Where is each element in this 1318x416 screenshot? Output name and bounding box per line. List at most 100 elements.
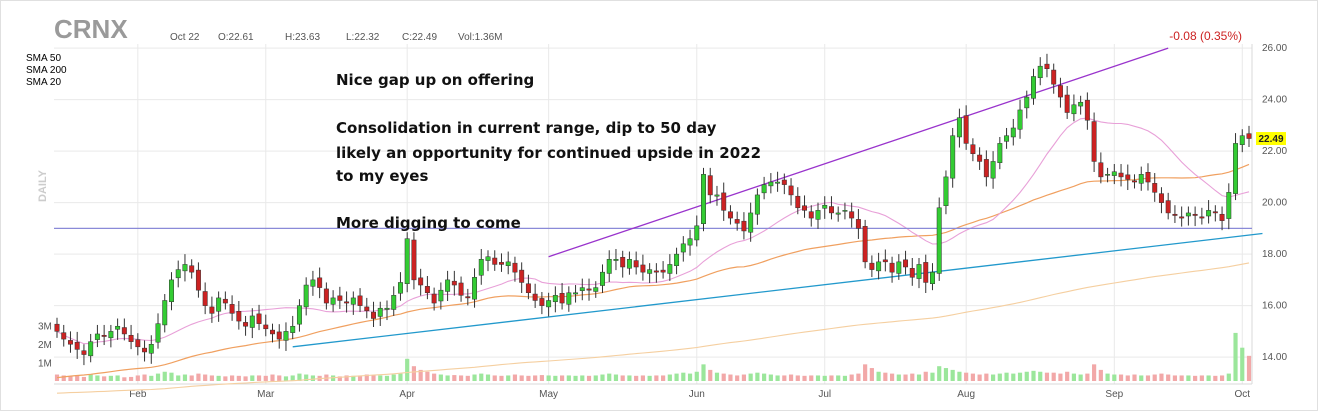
volume-bar [364,374,369,381]
volume-bar [304,374,309,381]
volume-bar [553,375,558,381]
annotation-line-1: Nice gap up on offering [336,71,534,89]
volume-bar [957,371,962,381]
candle-down [1044,63,1050,69]
candle-up [1111,171,1117,176]
volume-bar [95,375,100,381]
candle-down [862,226,868,263]
candle-down [788,185,794,196]
candle-down [364,306,370,312]
candle-up [175,269,181,279]
volume-bar [182,374,188,381]
candle-down [424,286,430,294]
candle-up [1078,101,1084,107]
candle-up [754,194,760,215]
header-date: Oct 22 [170,32,200,43]
volume-bar [472,374,477,381]
y-tick-label: 20.00 [1262,198,1287,209]
volume-bar [1145,375,1151,381]
volume-bar [411,366,417,381]
volume-bar [977,374,982,381]
candle-up [115,325,121,330]
volume-bar [169,372,174,381]
candle-up [216,297,222,312]
candle-up [290,325,296,333]
candle-down [418,277,424,286]
candle-up [761,184,767,194]
candle-down [983,159,989,178]
y-tick-label: 24.00 [1262,95,1287,106]
candle-down [532,293,538,301]
candle-up [835,212,841,215]
candle-up [815,210,821,220]
legend-sma20: SMA 20 [26,77,61,88]
candle-down [512,262,518,273]
volume-bar [384,375,390,381]
candle-up [667,264,673,274]
candle-up [680,243,686,253]
candle-down [222,298,228,304]
x-tick-label: Sep [1105,389,1123,400]
volume-bar [1179,375,1184,381]
candle-down [869,262,875,270]
candle-up [613,259,619,261]
candle-down [61,332,67,340]
candle-up [384,307,390,310]
x-tick-label: Oct [1234,389,1250,400]
candle-down [963,115,969,144]
candle-down [620,256,626,268]
header-high: H:23.63 [285,32,320,43]
candle-up [296,305,302,325]
candle-down [195,269,201,291]
volume-bar [883,372,888,381]
volume-bar [176,375,181,381]
candle-up [350,297,356,305]
volume-bar [775,375,780,381]
header-low: L:22.32 [346,32,380,43]
volume-bar [741,374,747,381]
volume-bar [230,375,235,381]
candle-up [842,210,848,212]
candle-up [997,143,1003,163]
volume-bar [297,373,302,381]
candle-up [169,279,174,303]
volume-bar [640,375,645,381]
volume-bar [1233,332,1238,381]
candle-down [276,331,282,340]
candle-up [701,174,706,225]
last-price-tag [1256,132,1286,146]
volume-bar [910,373,915,381]
volume-bar [1092,364,1097,381]
candle-down [795,195,801,209]
volume-bar [1159,373,1164,381]
candle-down [903,259,909,268]
candle-up [714,194,720,197]
candle-down [721,192,727,211]
candle-up [391,295,397,310]
candle-down [1212,211,1218,214]
volume-bar [1017,372,1023,381]
volume-bar [546,375,551,381]
volume-bar [964,372,969,381]
volume-bar [479,373,484,381]
volume-bar [694,371,699,381]
candle-up [593,287,599,292]
candle-up [94,333,100,340]
volume-bar [714,372,720,381]
candle-down [1158,193,1164,203]
volume-bar [923,371,928,381]
candle-down [357,295,363,306]
volume-bar [1226,373,1231,381]
legend-sma200: SMA 200 [26,65,67,76]
volume-bar [196,373,201,381]
candle-up [1010,127,1016,138]
volume-tick-label: 3M [38,322,52,333]
volume-bar [573,375,578,381]
candle-up [896,261,902,274]
last-price-value: 22.49 [1258,134,1283,145]
candle-up [472,277,478,300]
volume-bar [357,375,363,381]
candle-up [552,295,558,303]
volume-bar [512,374,518,381]
